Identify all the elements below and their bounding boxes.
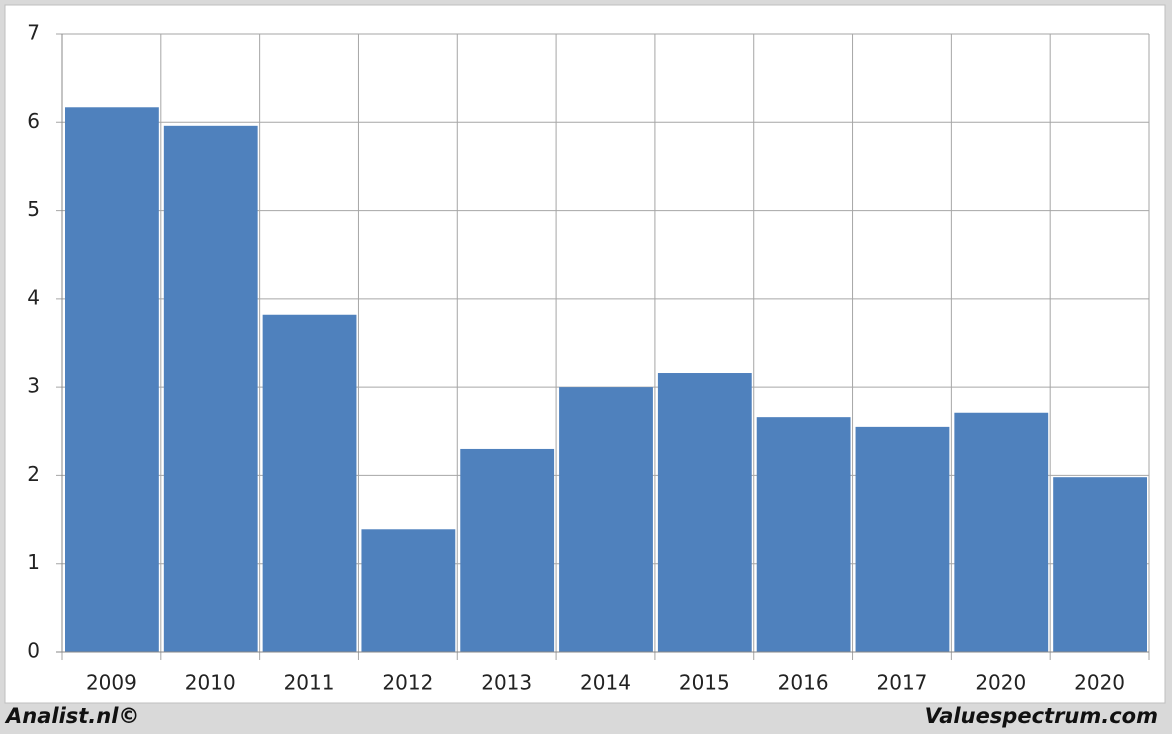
x-tick-label: 2020 — [975, 671, 1026, 695]
x-tick-label: 2020 — [1074, 671, 1125, 695]
y-tick-label: 7 — [27, 21, 40, 45]
bar — [657, 373, 752, 652]
y-tick-label: 3 — [27, 374, 40, 398]
x-tick-label: 2014 — [580, 671, 631, 695]
x-tick-label: 2012 — [382, 671, 433, 695]
y-tick-label: 2 — [27, 462, 40, 486]
x-tick-label: 2015 — [679, 671, 730, 695]
x-tick-label: 2010 — [185, 671, 236, 695]
bar — [855, 426, 950, 652]
bar — [460, 448, 555, 652]
x-tick-label: 2011 — [284, 671, 335, 695]
bar — [756, 417, 851, 652]
x-tick-label: 2013 — [481, 671, 532, 695]
bar — [1053, 477, 1147, 652]
bar — [65, 107, 159, 652]
y-tick-label: 4 — [27, 285, 40, 309]
bar — [559, 387, 653, 652]
y-tick-label: 6 — [27, 109, 40, 133]
bar — [163, 125, 258, 653]
y-tick-label: 5 — [27, 197, 40, 221]
y-tick-label: 1 — [27, 550, 40, 574]
bar — [262, 314, 357, 652]
source-right: Valuespectrum.com — [925, 704, 1158, 728]
bar — [954, 412, 1049, 652]
bar — [361, 529, 456, 652]
x-tick-label: 2009 — [86, 671, 137, 695]
x-tick-label: 2016 — [778, 671, 829, 695]
source-left: Analist.nl© — [4, 704, 139, 728]
x-tick-label: 2017 — [877, 671, 928, 695]
y-tick-label: 0 — [27, 639, 40, 663]
